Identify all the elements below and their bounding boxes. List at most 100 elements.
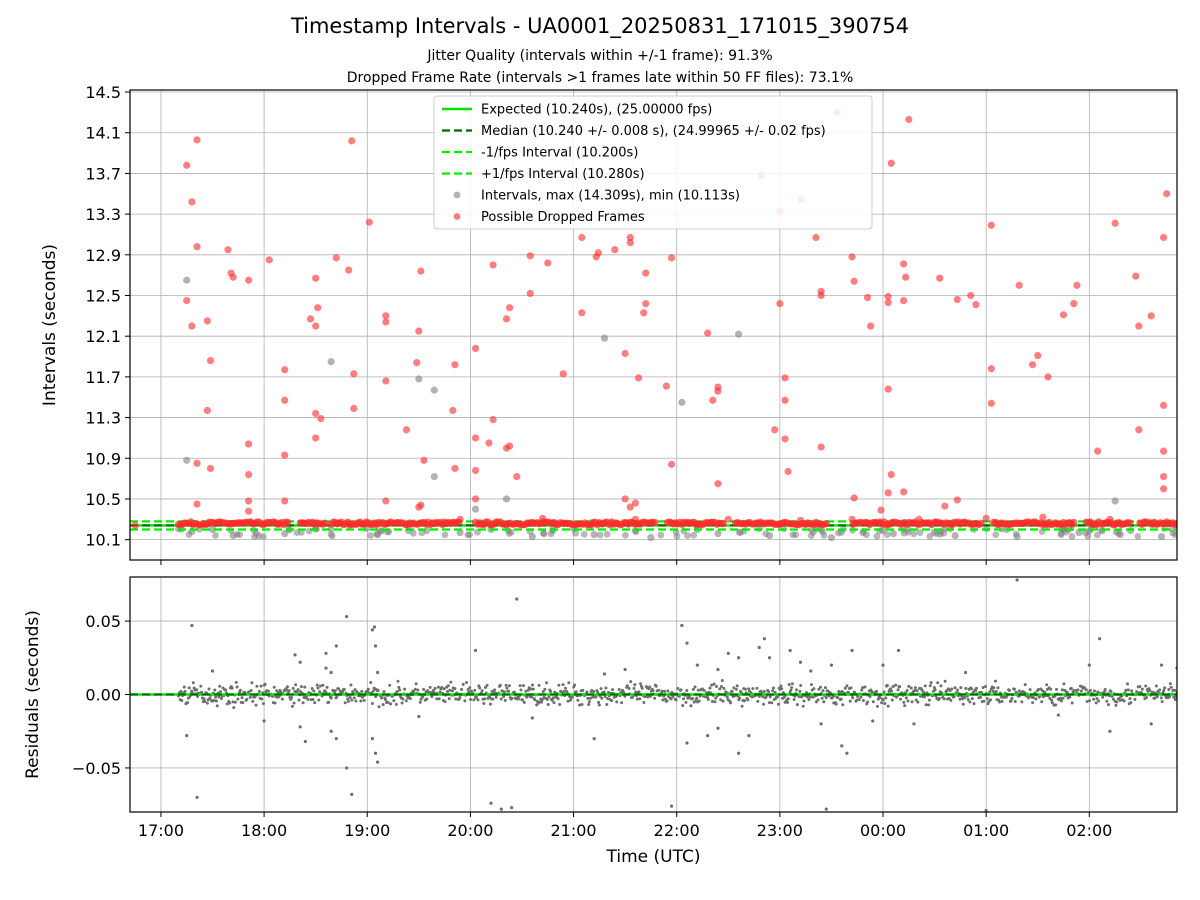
interval-point <box>762 530 770 538</box>
interval-point <box>367 532 375 539</box>
residual-point <box>979 690 983 694</box>
residual-point <box>545 681 549 685</box>
residual-point <box>657 688 661 692</box>
dropped-frame-point <box>905 115 913 124</box>
interval-point <box>281 529 289 538</box>
interval-point <box>657 531 665 539</box>
residual-point <box>787 682 791 686</box>
residual-point <box>1088 688 1092 692</box>
residual-point <box>366 687 370 691</box>
residual-point <box>868 694 872 698</box>
residual-point <box>524 689 528 693</box>
dropped-frame-point <box>642 269 650 277</box>
residual-point <box>516 697 520 701</box>
residual-point <box>866 700 870 704</box>
residual-point <box>821 689 825 693</box>
dropped-frame-point <box>402 426 411 434</box>
residual-point <box>820 696 824 700</box>
residual-point <box>801 704 805 708</box>
residual-point <box>541 690 545 694</box>
x-tick-label: 01:00 <box>963 821 1009 840</box>
residual-point <box>360 689 364 693</box>
residual-point <box>615 700 619 704</box>
residual-point <box>974 689 978 693</box>
residual-point <box>498 683 502 687</box>
interval-point <box>873 532 881 540</box>
residual-point <box>208 696 212 700</box>
residual-point <box>812 687 816 691</box>
residual-point <box>936 681 940 685</box>
residual-point <box>1168 682 1172 686</box>
interval-point <box>409 529 417 537</box>
dropped-frame-point <box>245 470 253 479</box>
residual-point <box>929 681 933 685</box>
residual-point <box>602 672 607 676</box>
interval-point <box>328 532 336 540</box>
residual-point <box>404 699 408 703</box>
legend-box <box>433 95 873 230</box>
residual-point <box>871 700 875 704</box>
residual-point <box>207 687 211 691</box>
residual-point <box>505 686 509 690</box>
residual-point <box>370 701 374 705</box>
residual-point <box>293 653 297 657</box>
residual-point <box>635 697 639 701</box>
residual-point <box>392 699 396 703</box>
residual-point <box>573 683 577 687</box>
residual-point <box>1028 688 1032 692</box>
residual-point <box>345 766 349 770</box>
dropped-frame-point <box>784 467 792 476</box>
residual-point <box>904 696 908 700</box>
residual-point <box>1159 696 1163 700</box>
residual-point <box>248 695 252 699</box>
residual-point <box>225 702 229 706</box>
residual-point <box>943 679 947 683</box>
y-tick-label: 10.5 <box>85 490 121 509</box>
interval-point <box>603 530 611 538</box>
dropped-frame-point <box>781 396 789 404</box>
residual-point <box>651 688 655 692</box>
residual-point <box>562 689 566 693</box>
y-tick-label: 11.7 <box>85 368 121 387</box>
residual-point <box>200 690 204 694</box>
dropped-frame-point <box>417 267 425 275</box>
dropped-frame-point <box>539 514 547 522</box>
residual-point <box>435 697 439 701</box>
residual-point <box>1159 663 1164 667</box>
dropped-frame-point <box>348 137 356 145</box>
residual-point <box>346 699 350 703</box>
residual-point <box>235 685 239 689</box>
dropped-frame-point <box>245 440 253 448</box>
residual-point <box>767 656 772 660</box>
residual-point <box>488 702 492 706</box>
residual-point <box>845 751 849 755</box>
residual-point <box>798 660 803 664</box>
residual-point <box>819 722 823 726</box>
dropped-frame-point <box>1135 426 1143 434</box>
dropped-frame-point <box>594 249 602 257</box>
dropped-frame-point <box>1044 373 1052 381</box>
residual-point <box>1168 695 1172 699</box>
residual-point <box>454 697 458 701</box>
residual-point <box>1107 703 1111 707</box>
y-tick-label: 10.1 <box>85 531 121 550</box>
residual-point <box>540 700 544 704</box>
residual-point <box>1041 695 1045 699</box>
residual-point <box>352 696 356 700</box>
top-axes-frame <box>129 89 1178 561</box>
residual-point <box>843 686 847 690</box>
residual-point <box>214 695 218 699</box>
residual-point <box>266 689 270 693</box>
dropped-frame-point <box>526 289 534 298</box>
residual-point <box>1031 695 1035 699</box>
residual-point <box>377 705 381 709</box>
x-tick-label: 21:00 <box>551 821 597 840</box>
bottom-x-axis-label: Time (UTC) <box>606 847 701 867</box>
dropped-frame-point <box>415 503 423 511</box>
dropped-frame-point <box>284 518 292 527</box>
x-tick-label: 19:00 <box>344 821 390 840</box>
dropped-frame-point <box>1034 351 1042 360</box>
residual-point <box>190 623 194 628</box>
interval-point <box>1075 528 1083 537</box>
dropped-frame-point <box>822 519 830 528</box>
